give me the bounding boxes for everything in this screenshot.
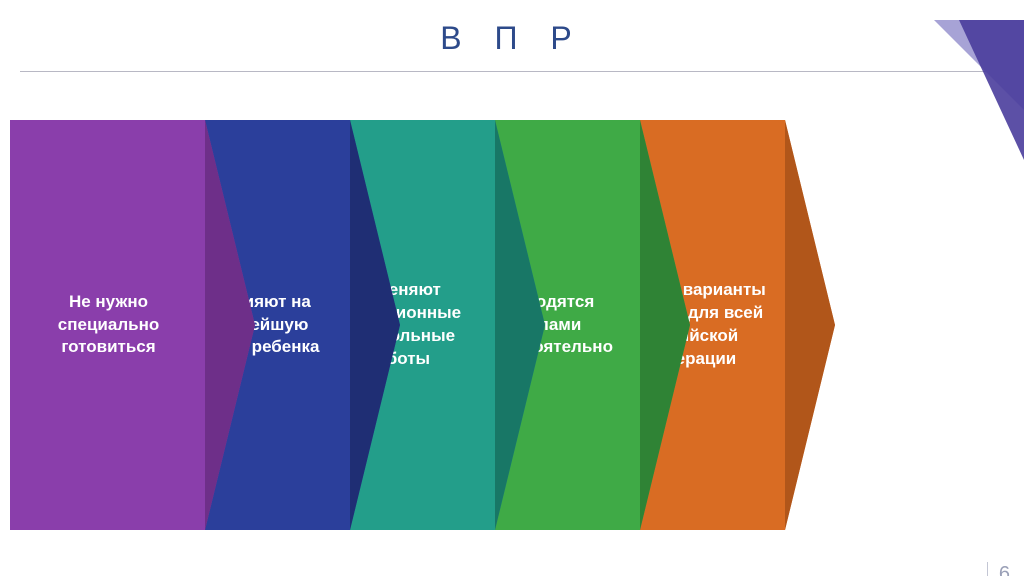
chevron-tip-shade <box>205 120 255 530</box>
chevron-tip-shade <box>350 120 400 530</box>
title-underline <box>20 71 1004 72</box>
chevron-row: Не нужно специально готовитьсяНе влияют … <box>0 120 1024 530</box>
chevron-tip-shade <box>495 120 545 530</box>
page-number-divider <box>987 562 988 576</box>
chevron-tip-shade <box>640 120 690 530</box>
chevron-tip-shade <box>785 120 835 530</box>
page-title: В П Р <box>0 20 1024 57</box>
chevron-item: Не нужно специально готовиться <box>10 120 255 530</box>
chevron-label: Не нужно специально готовиться <box>20 120 197 530</box>
page-number: 6 <box>999 563 1010 576</box>
